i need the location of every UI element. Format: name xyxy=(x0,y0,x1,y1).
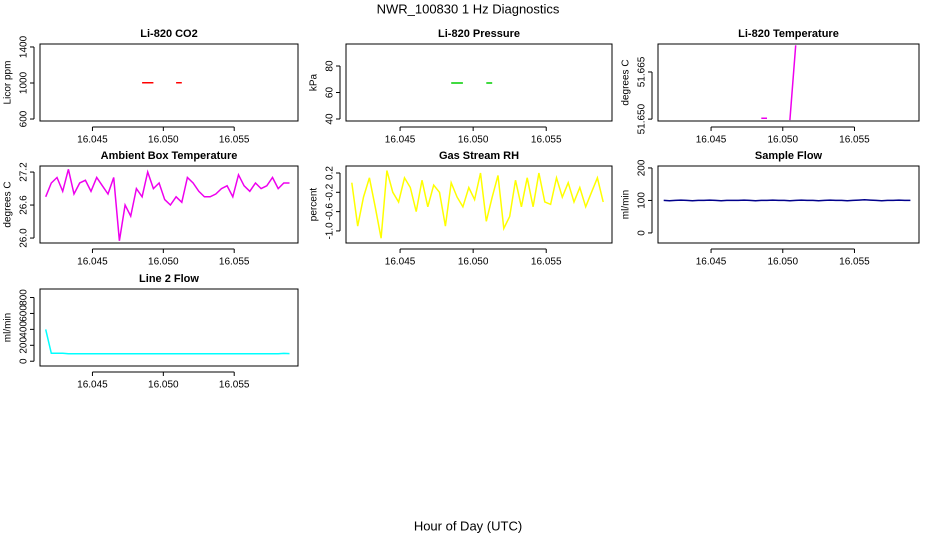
y-tick-label: 400 xyxy=(19,321,30,338)
x-tick-label: 16.055 xyxy=(219,380,250,391)
x-tick-label: 16.055 xyxy=(839,257,870,268)
x-tick-label: 16.050 xyxy=(148,380,179,391)
y-tick-label: -0.2 xyxy=(325,183,336,201)
panel-title: Line 2 Flow xyxy=(139,273,199,285)
y-tick-label: 800 xyxy=(19,289,30,306)
panel-title: Ambient Box Temperature xyxy=(101,150,238,162)
y-tick-label: 26.6 xyxy=(19,195,30,215)
plot-frame xyxy=(39,165,299,244)
x-tick-label: 16.045 xyxy=(77,380,108,391)
y-tick-label: 27.2 xyxy=(19,162,30,182)
y-tick-label: 51.650 xyxy=(637,103,648,134)
y-tick-label: 80 xyxy=(325,60,336,72)
y-tick-label: 0.2 xyxy=(325,166,336,180)
y-tick-label: 0 xyxy=(19,358,30,364)
data-line xyxy=(45,169,290,241)
y-tick-label: -1.0 xyxy=(325,222,336,240)
y-axis-label: degrees C xyxy=(621,59,632,105)
figure-title: NWR_100830 1 Hz Diagnostics xyxy=(377,1,560,16)
x-tick-label: 16.050 xyxy=(148,135,179,146)
y-axis-label: ml/min xyxy=(3,313,14,342)
y-tick-label: 100 xyxy=(637,192,648,209)
x-tick-label: 16.055 xyxy=(839,135,870,146)
x-tick-label: 16.045 xyxy=(696,257,727,268)
y-tick-label: 60 xyxy=(325,87,336,99)
x-tick-label: 16.055 xyxy=(219,257,250,268)
y-tick-label: 1400 xyxy=(19,35,30,58)
y-tick-label: 0 xyxy=(637,230,648,236)
x-tick-label: 16.045 xyxy=(385,135,416,146)
x-tick-label: 16.045 xyxy=(77,135,108,146)
x-tick-label: 16.045 xyxy=(77,257,108,268)
y-tick-label: 600 xyxy=(19,305,30,322)
plot-frame xyxy=(657,165,920,244)
data-line xyxy=(44,329,290,355)
panel-title: Li-820 Pressure xyxy=(438,28,520,40)
x-tick-label: 16.050 xyxy=(767,257,798,268)
x-tick-label: 16.050 xyxy=(148,257,179,268)
panel-title: Sample Flow xyxy=(755,150,823,162)
x-tick-label: 16.055 xyxy=(531,135,562,146)
y-tick-label: 51.665 xyxy=(637,56,648,87)
data-line xyxy=(351,170,604,239)
y-axis-label: percent xyxy=(309,188,320,222)
x-tick-label: 16.055 xyxy=(531,257,562,268)
plot-frame xyxy=(657,43,920,122)
plot-frame xyxy=(345,165,613,244)
panel-title: Gas Stream RH xyxy=(439,150,519,162)
panel-title: Li-820 CO2 xyxy=(140,28,197,40)
x-tick-label: 16.045 xyxy=(385,257,416,268)
x-axis-label: Hour of Day (UTC) xyxy=(414,518,522,533)
y-tick-label: 40 xyxy=(325,113,336,125)
y-tick-label: 200 xyxy=(637,159,648,176)
y-tick-label: -0.6 xyxy=(325,203,336,221)
x-tick-label: 16.050 xyxy=(767,135,798,146)
plot-frame xyxy=(39,43,299,122)
y-tick-label: 1000 xyxy=(19,71,30,94)
y-tick-label: 26.0 xyxy=(19,228,30,248)
y-axis-label: kPa xyxy=(309,73,320,91)
y-axis-label: degrees C xyxy=(3,181,14,227)
y-axis-label: Licor ppm xyxy=(3,61,14,105)
plot-frame xyxy=(39,288,299,367)
panel-title: Li-820 Temperature xyxy=(738,28,839,40)
y-tick-label: 600 xyxy=(19,110,30,127)
y-tick-label: 200 xyxy=(19,337,30,354)
plot-frame xyxy=(345,43,613,122)
y-axis-label: ml/min xyxy=(621,190,632,219)
x-tick-label: 16.055 xyxy=(219,135,250,146)
data-line xyxy=(663,199,911,202)
x-tick-label: 16.050 xyxy=(458,257,489,268)
x-tick-label: 16.045 xyxy=(696,135,727,146)
x-tick-label: 16.050 xyxy=(458,135,489,146)
data-line xyxy=(761,45,797,121)
